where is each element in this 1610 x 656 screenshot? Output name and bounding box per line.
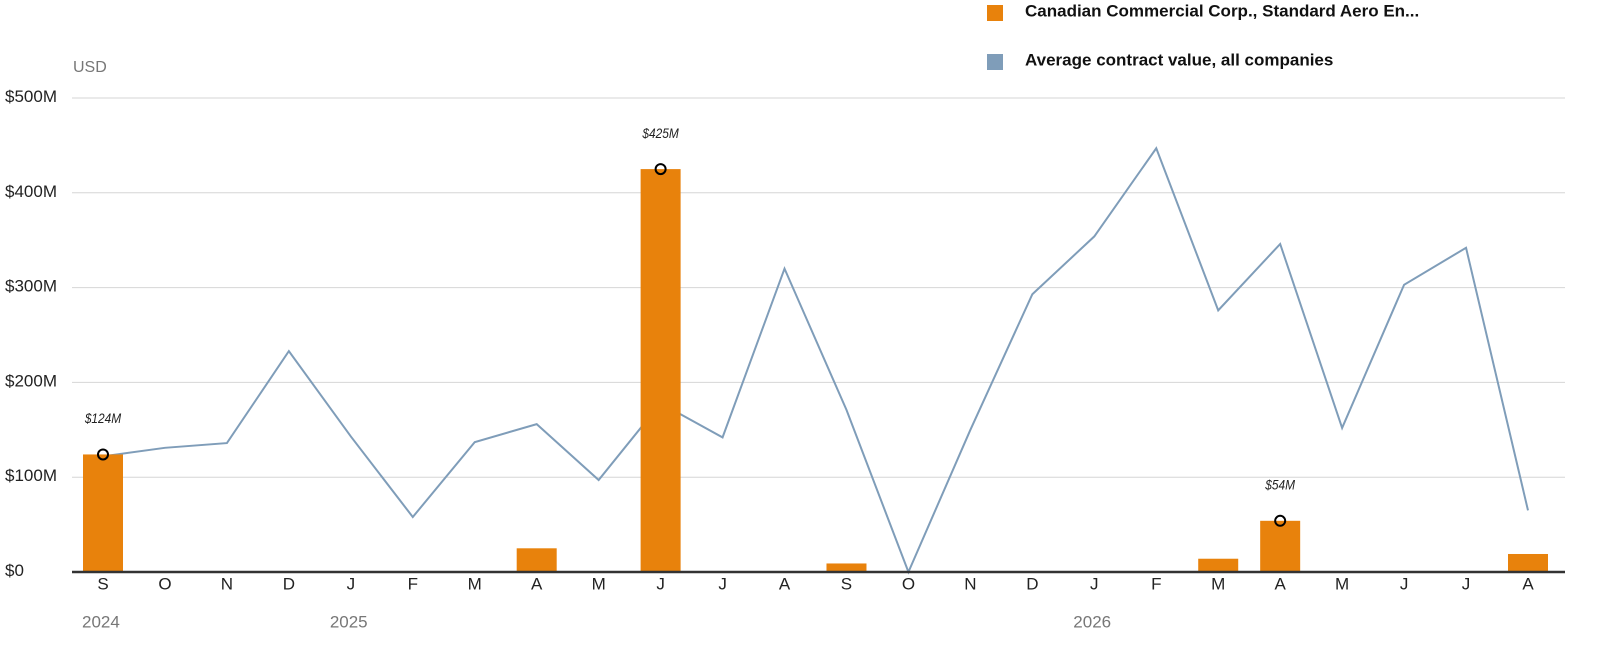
y-tick-label: $200M (5, 371, 57, 390)
bar (640, 169, 681, 572)
bar (1508, 553, 1548, 572)
x-tick-label: N (964, 574, 976, 593)
legend-label: Average contract value, all companies (1025, 50, 1333, 69)
x-tick-label: M (1211, 574, 1225, 593)
year-label: 2025 (330, 612, 368, 631)
y-tick-label: $100M (5, 466, 57, 485)
y-tick-label: $300M (5, 277, 57, 296)
x-tick-label: D (1026, 574, 1038, 593)
legend-swatch (987, 5, 1003, 21)
x-tick-label: J (1090, 574, 1099, 593)
x-tick-label: S (97, 574, 108, 593)
year-label: 2024 (82, 612, 120, 631)
bar (1198, 558, 1239, 572)
y-tick-label: $400M (5, 182, 57, 201)
x-tick-label: N (221, 574, 233, 593)
x-tick-label: J (718, 574, 727, 593)
line (102, 146, 1529, 575)
year-label: 2026 (1073, 612, 1111, 631)
bar (83, 454, 123, 572)
x-tick-label: O (902, 574, 915, 593)
x-tick-label: S (841, 574, 852, 593)
highlight-dot (97, 448, 109, 461)
highlight-dot (1274, 514, 1287, 527)
unit-label: USD (73, 59, 107, 76)
x-tick-label: J (1462, 574, 1471, 593)
x-tick-label: J (1400, 574, 1409, 593)
y-tick-label: $0 (5, 561, 24, 580)
x-tick-label: O (158, 574, 171, 593)
x-tick-label: A (1522, 574, 1534, 593)
x-tick-label: J (347, 574, 356, 593)
x-tick-label: A (531, 574, 543, 593)
x-tick-label: J (656, 574, 665, 593)
highlight-dot (654, 163, 667, 176)
x-tick-label: M (592, 574, 606, 593)
x-tick-label: D (283, 574, 295, 593)
data-label: $54M (1264, 477, 1295, 493)
x-tick-label: M (468, 574, 482, 593)
data-label: $124M (84, 410, 121, 426)
legend-swatch (987, 54, 1003, 70)
x-tick-label: A (779, 574, 791, 593)
bar (516, 548, 557, 572)
bar (1260, 520, 1301, 572)
legend-label: Canadian Commercial Corp., Standard Aero… (1025, 1, 1419, 20)
x-tick-label: M (1335, 574, 1349, 593)
x-tick-label: F (1151, 574, 1161, 593)
x-tick-label: A (1275, 574, 1287, 593)
data-label: $425M (642, 125, 679, 141)
bar (826, 563, 867, 572)
x-tick-label: F (408, 574, 418, 593)
y-tick-label: $500M (5, 87, 57, 106)
